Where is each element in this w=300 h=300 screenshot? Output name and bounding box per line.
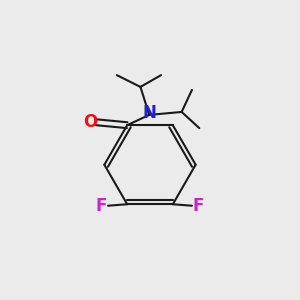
Text: F: F	[193, 197, 204, 215]
Text: F: F	[96, 197, 107, 215]
Text: O: O	[83, 113, 97, 131]
Text: N: N	[143, 104, 157, 122]
